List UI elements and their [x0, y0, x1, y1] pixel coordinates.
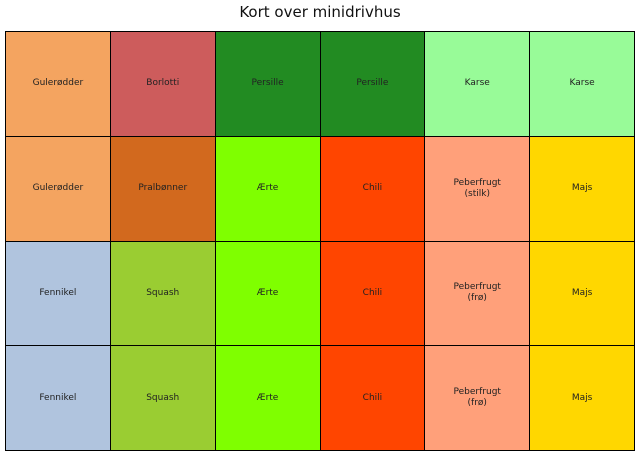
bed-label: Chili	[362, 183, 383, 194]
bed-label: Gulerødder	[32, 78, 84, 89]
bed-label: Peberfrugt (frø)	[453, 387, 501, 409]
bed-cell-r2-c6[interactable]: Majs	[530, 136, 635, 242]
bed-cell-r1-c3[interactable]: Persille	[215, 32, 321, 137]
bed-cell-r1-c5[interactable]: Karse	[425, 32, 531, 137]
bed-label: Peberfrugt (frø)	[453, 282, 501, 304]
bed-label: Borlotti	[146, 78, 180, 89]
bed-cell-r3-c5[interactable]: Peberfrugt (frø)	[425, 241, 531, 347]
bed-label: Persille	[356, 78, 389, 89]
bed-label: Peberfrugt (stilk)	[453, 177, 501, 199]
bed-label: Squash	[146, 287, 180, 298]
bed-label: Squash	[146, 392, 180, 403]
bed-cell-r3-c1[interactable]: Fennikel	[6, 241, 111, 347]
bed-label: Majs	[571, 287, 593, 298]
page-title: Kort over minidrivhus	[239, 3, 401, 21]
bed-label: Majs	[571, 392, 593, 403]
bed-label: Ærte	[256, 183, 279, 194]
bed-label: Karse	[569, 78, 595, 89]
bed-label: Fennikel	[39, 287, 77, 298]
bed-cell-r3-c3[interactable]: Ærte	[215, 241, 321, 347]
bed-cell-r3-c2[interactable]: Squash	[110, 241, 216, 347]
bed-cell-r2-c4[interactable]: Chili	[320, 136, 426, 242]
bed-cell-r4-c4[interactable]: Chili	[320, 346, 426, 451]
bed-cell-r4-c1[interactable]: Fennikel	[6, 346, 111, 451]
bed-cell-r1-c1[interactable]: Gulerødder	[6, 32, 111, 137]
bed-cell-r2-c2[interactable]: Pralbønner	[110, 136, 216, 242]
greenhouse-grid: Gulerødder Borlotti Persille Persille Ka…	[5, 31, 635, 451]
bed-label: Fennikel	[39, 392, 77, 403]
bed-cell-r1-c2[interactable]: Borlotti	[110, 32, 216, 137]
bed-label: Ærte	[256, 287, 279, 298]
bed-cell-r4-c6[interactable]: Majs	[530, 346, 635, 451]
bed-label: Gulerødder	[32, 183, 84, 194]
bed-label: Pralbønner	[138, 183, 188, 194]
bed-cell-r3-c6[interactable]: Majs	[530, 241, 635, 347]
bed-cell-r1-c4[interactable]: Persille	[320, 32, 426, 137]
bed-cell-r4-c3[interactable]: Ærte	[215, 346, 321, 451]
bed-cell-r4-c5[interactable]: Peberfrugt (frø)	[425, 346, 531, 451]
bed-cell-r2-c3[interactable]: Ærte	[215, 136, 321, 242]
bed-cell-r2-c1[interactable]: Gulerødder	[6, 136, 111, 242]
bed-label: Karse	[464, 78, 490, 89]
bed-cell-r3-c4[interactable]: Chili	[320, 241, 426, 347]
bed-label: Majs	[571, 183, 593, 194]
bed-label: Chili	[362, 392, 383, 403]
bed-label: Ærte	[256, 392, 279, 403]
bed-cell-r2-c5[interactable]: Peberfrugt (stilk)	[425, 136, 531, 242]
bed-cell-r4-c2[interactable]: Squash	[110, 346, 216, 451]
bed-label: Persille	[251, 78, 284, 89]
bed-cell-r1-c6[interactable]: Karse	[530, 32, 635, 137]
bed-label: Chili	[362, 287, 383, 298]
